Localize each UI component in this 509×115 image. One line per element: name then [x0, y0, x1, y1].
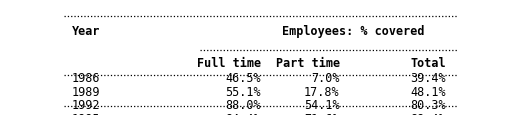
Text: 7.0%: 7.0%	[312, 71, 340, 84]
Text: 1995: 1995	[71, 112, 100, 115]
Text: Full time: Full time	[197, 57, 261, 70]
Text: Year: Year	[71, 25, 100, 38]
Text: 39.4%: 39.4%	[411, 71, 446, 84]
Text: 46.5%: 46.5%	[225, 71, 261, 84]
Text: 55.1%: 55.1%	[225, 85, 261, 98]
Text: 1986: 1986	[71, 71, 100, 84]
Text: 1992: 1992	[71, 99, 100, 111]
Text: 80.3%: 80.3%	[411, 99, 446, 111]
Text: 71.6%: 71.6%	[304, 112, 340, 115]
Text: Part time: Part time	[276, 57, 340, 70]
Text: 89.4%: 89.4%	[411, 112, 446, 115]
Text: Employees: % covered: Employees: % covered	[282, 25, 425, 38]
Text: 17.8%: 17.8%	[304, 85, 340, 98]
Text: 54.1%: 54.1%	[304, 99, 340, 111]
Text: 88.0%: 88.0%	[225, 99, 261, 111]
Text: Total: Total	[411, 57, 446, 70]
Text: 1989: 1989	[71, 85, 100, 98]
Text: 94.4%: 94.4%	[225, 112, 261, 115]
Text: 48.1%: 48.1%	[411, 85, 446, 98]
